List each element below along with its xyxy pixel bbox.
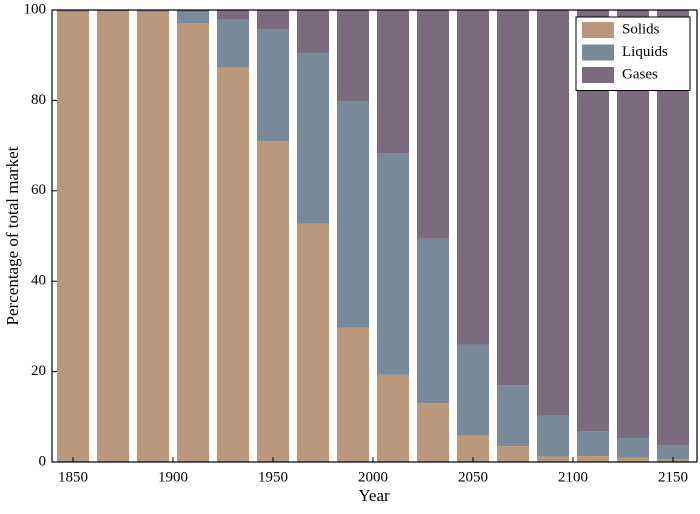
x-tick-label: 2100 bbox=[558, 469, 588, 485]
bar-segment bbox=[337, 101, 369, 328]
bar-segment bbox=[497, 446, 529, 462]
bar-segment bbox=[217, 67, 249, 463]
bar-segment bbox=[537, 10, 569, 416]
y-tick-label: 20 bbox=[31, 363, 46, 379]
bar-segment bbox=[377, 10, 409, 154]
y-axis-title: Percentage of total market bbox=[3, 146, 22, 325]
x-tick-label: 1900 bbox=[158, 469, 188, 485]
bar-segment bbox=[457, 344, 489, 436]
bar-segment bbox=[137, 12, 169, 462]
bar-segment bbox=[337, 10, 369, 102]
legend-swatch bbox=[582, 22, 614, 38]
legend-label: Gases bbox=[622, 66, 658, 82]
x-tick-label: 2150 bbox=[658, 469, 688, 485]
bar-segment bbox=[137, 10, 169, 13]
bar-segment bbox=[297, 10, 329, 53]
y-tick-label: 80 bbox=[31, 92, 46, 108]
bar-segment bbox=[177, 23, 209, 462]
x-tick-label: 1850 bbox=[58, 469, 88, 485]
legend-swatch bbox=[582, 67, 614, 83]
y-tick-label: 60 bbox=[31, 182, 46, 198]
bar-segment bbox=[417, 238, 449, 404]
bar-segment bbox=[257, 10, 289, 29]
legend-label: Liquids bbox=[622, 44, 668, 60]
bar-segment bbox=[537, 415, 569, 457]
y-tick-label: 40 bbox=[31, 273, 46, 289]
bar-segment bbox=[97, 10, 129, 463]
bar-segment bbox=[57, 10, 89, 13]
bar-segment bbox=[217, 19, 249, 68]
x-tick-label: 2050 bbox=[458, 469, 488, 485]
bar-segment bbox=[257, 141, 289, 462]
bar-segment bbox=[417, 403, 449, 462]
bar-segment bbox=[617, 438, 649, 458]
x-tick-label: 2000 bbox=[358, 469, 388, 485]
bar-segment bbox=[497, 385, 529, 447]
bar-segment bbox=[577, 456, 609, 462]
bar-segment bbox=[617, 457, 649, 462]
y-tick-label: 0 bbox=[39, 453, 47, 469]
bar-segment bbox=[537, 456, 569, 462]
legend-label: Solids bbox=[622, 21, 660, 37]
bar-segment bbox=[577, 431, 609, 457]
bar-segment bbox=[257, 28, 289, 142]
bar-segment bbox=[177, 12, 209, 24]
bar-segment bbox=[217, 10, 249, 20]
bar-segment bbox=[497, 10, 529, 386]
bar-segment bbox=[417, 10, 449, 239]
bar-segment bbox=[377, 374, 409, 462]
x-tick-label: 1950 bbox=[258, 469, 288, 485]
bar-segment bbox=[457, 10, 489, 345]
bar-segment bbox=[297, 223, 329, 462]
bar-segment bbox=[657, 445, 689, 460]
bar-segment bbox=[297, 52, 329, 224]
legend-swatch bbox=[582, 44, 614, 61]
bar-segment bbox=[377, 153, 409, 375]
bar-segment bbox=[337, 327, 369, 462]
bar-segment bbox=[177, 10, 209, 13]
plot-frame bbox=[51, 9, 698, 463]
y-tick-label: 100 bbox=[24, 1, 47, 17]
x-axis-title: Year bbox=[358, 486, 390, 505]
bar-segment bbox=[57, 12, 89, 462]
